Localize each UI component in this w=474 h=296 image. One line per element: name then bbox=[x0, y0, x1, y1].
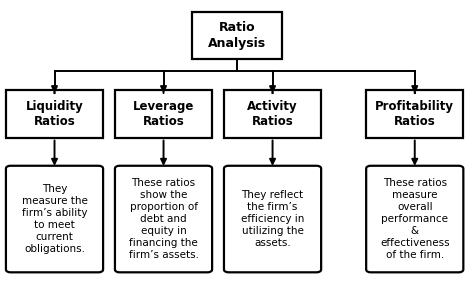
FancyBboxPatch shape bbox=[192, 12, 282, 59]
Text: Leverage
Ratios: Leverage Ratios bbox=[133, 100, 194, 128]
Text: These ratios
measure
overall
performance
&
effectiveness
of the firm.: These ratios measure overall performance… bbox=[380, 178, 449, 260]
FancyBboxPatch shape bbox=[6, 90, 103, 138]
Text: Liquidity
Ratios: Liquidity Ratios bbox=[26, 100, 83, 128]
Text: They
measure the
firm’s ability
to meet
current
obligations.: They measure the firm’s ability to meet … bbox=[22, 184, 87, 254]
Text: Profitability
Ratios: Profitability Ratios bbox=[375, 100, 454, 128]
FancyBboxPatch shape bbox=[366, 166, 463, 272]
Text: These ratios
show the
proportion of
debt and
equity in
financing the
firm’s asse: These ratios show the proportion of debt… bbox=[128, 178, 199, 260]
FancyBboxPatch shape bbox=[115, 166, 212, 272]
FancyBboxPatch shape bbox=[115, 90, 212, 138]
FancyBboxPatch shape bbox=[224, 166, 321, 272]
FancyBboxPatch shape bbox=[366, 90, 463, 138]
Text: They reflect
the firm’s
efficiency in
utilizing the
assets.: They reflect the firm’s efficiency in ut… bbox=[241, 190, 304, 248]
FancyBboxPatch shape bbox=[6, 166, 103, 272]
FancyBboxPatch shape bbox=[224, 90, 321, 138]
Text: Activity
Ratios: Activity Ratios bbox=[247, 100, 298, 128]
Text: Ratio
Analysis: Ratio Analysis bbox=[208, 21, 266, 50]
